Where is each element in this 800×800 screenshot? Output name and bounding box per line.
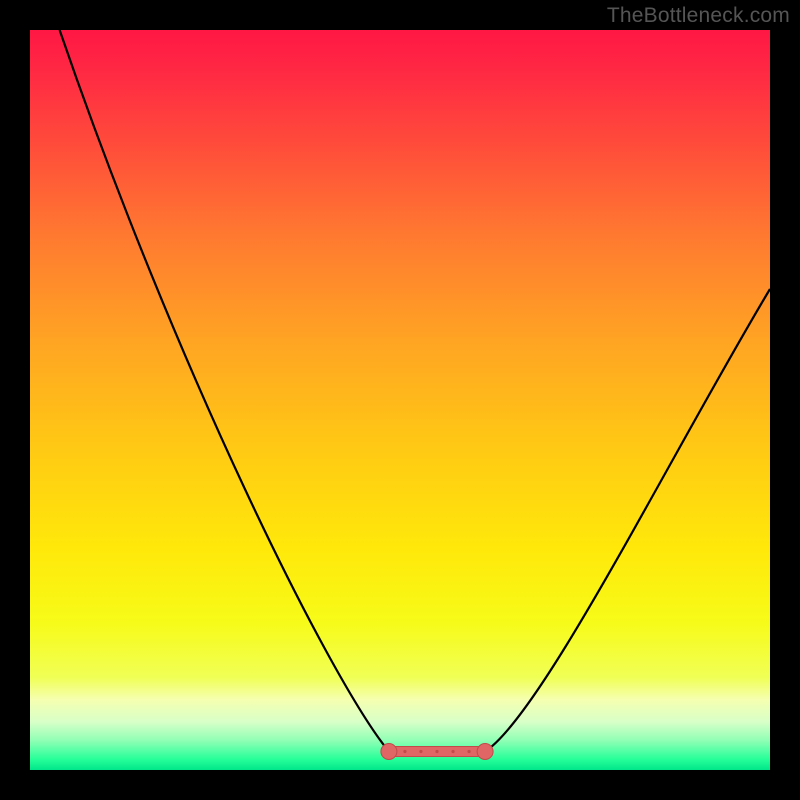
gradient-plot-area	[30, 30, 770, 770]
frame-left	[0, 0, 30, 800]
gradient-fill	[30, 30, 770, 770]
frame-bottom	[0, 770, 800, 800]
chart-root: TheBottleneck.com	[0, 0, 800, 800]
frame-right	[770, 0, 800, 800]
